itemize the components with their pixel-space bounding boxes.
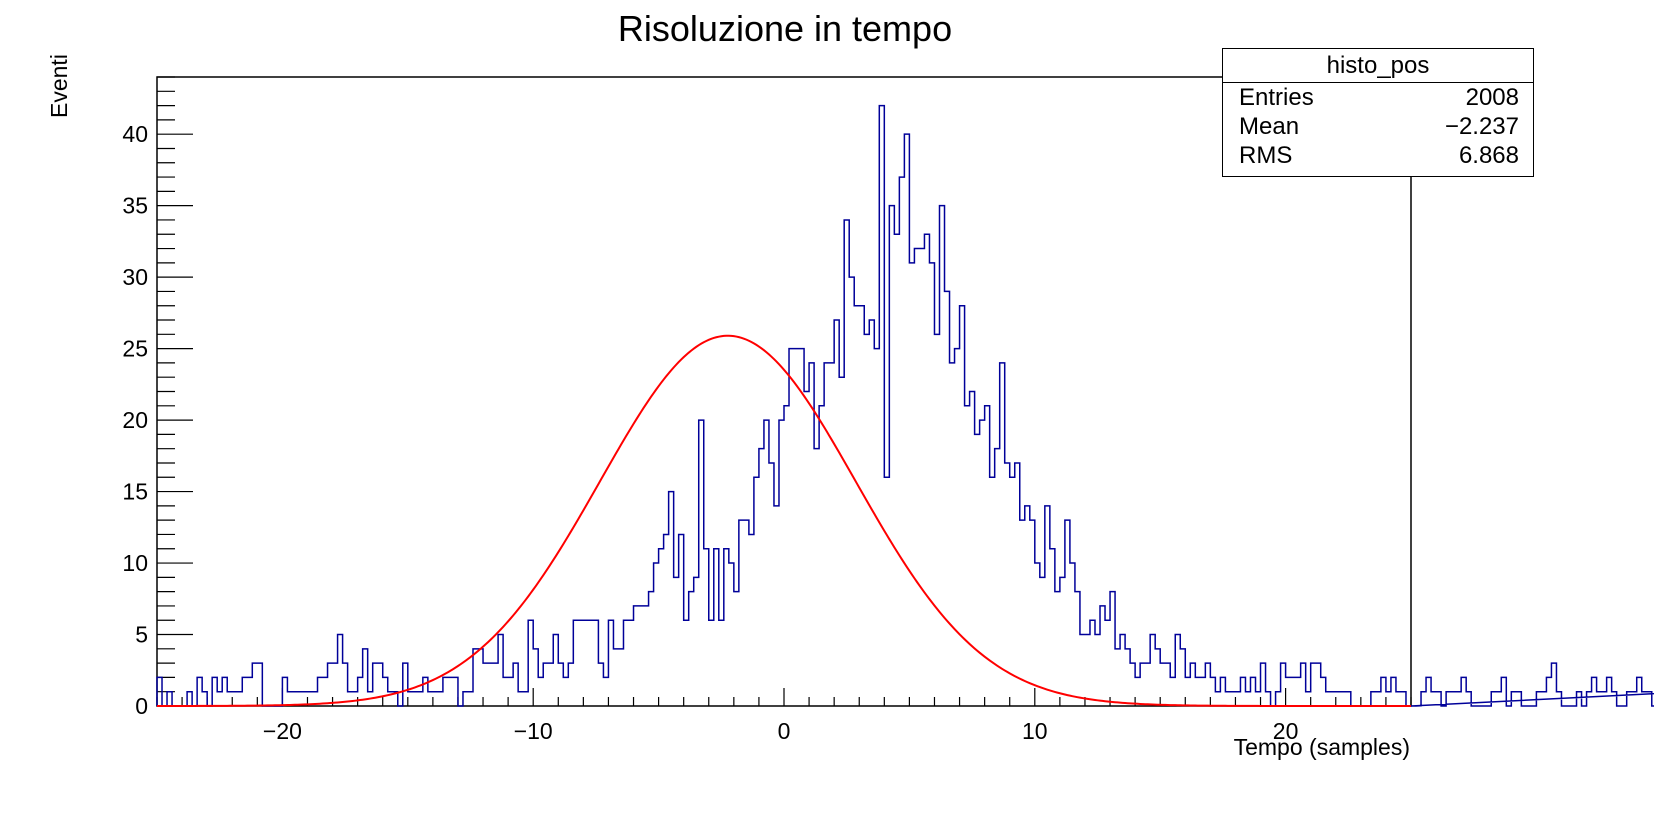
y-tick-label: 35 — [122, 193, 148, 219]
stats-box: histo_pos Entries 2008 Mean −2.237 RMS 6… — [1222, 48, 1534, 177]
x-tick-label: 0 — [778, 718, 791, 744]
x-tick-label: −20 — [263, 718, 302, 744]
y-tick-label: 0 — [135, 693, 148, 719]
stats-row-mean: Mean −2.237 — [1223, 112, 1533, 141]
y-tick-labels: 0 5 10 15 20 25 30 35 40 — [122, 121, 148, 719]
y-tick-label: 5 — [135, 622, 148, 648]
y-tick-label: 25 — [122, 336, 148, 362]
chart-title: Risoluzione in tempo — [617, 8, 953, 49]
y-tick-label: 30 — [122, 264, 148, 290]
x-tick-label: −10 — [514, 718, 553, 744]
y-tick-label: 10 — [122, 550, 148, 576]
x-tick-label: 20 — [1273, 718, 1299, 744]
y-tick-label: 40 — [122, 121, 148, 147]
gaussian-fit-line — [157, 334, 1411, 707]
x-axis-label: Tempo (samples) — [1233, 734, 1410, 760]
y-tick-label: 15 — [122, 479, 148, 505]
stats-row-entries: Entries 2008 — [1223, 83, 1533, 112]
stats-value: −2.237 — [1444, 113, 1519, 140]
stats-box-title: histo_pos — [1223, 49, 1533, 83]
stats-value: 2008 — [1465, 84, 1519, 111]
x-tick-label: 10 — [1022, 718, 1048, 744]
stats-label: Entries — [1239, 84, 1314, 111]
stats-label: Mean — [1239, 113, 1300, 140]
y-tick-label: 20 — [122, 407, 148, 433]
y-axis-label: Eventi — [46, 54, 72, 118]
histogram-series — [156, 104, 1654, 707]
stats-row-rms: RMS 6.868 — [1223, 141, 1533, 170]
stats-value: 6.868 — [1458, 142, 1519, 169]
stats-label: RMS — [1239, 142, 1293, 169]
x-tick-labels: −20 −10 0 10 20 — [263, 718, 1299, 744]
